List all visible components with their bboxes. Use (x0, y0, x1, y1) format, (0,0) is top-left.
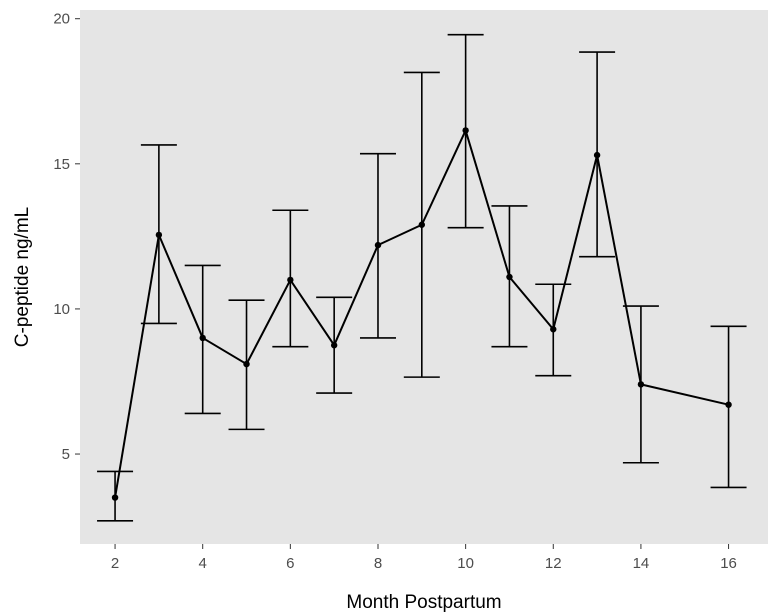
y-axis-title: C-peptide ng/mL (12, 207, 33, 347)
x-tick-label: 2 (111, 555, 119, 572)
data-point (506, 273, 513, 281)
data-point (155, 231, 163, 239)
x-tick-label: 4 (199, 555, 207, 572)
x-tick-label: 16 (720, 555, 737, 572)
data-point (374, 241, 382, 249)
y-tick-label: 10 (53, 301, 70, 318)
y-tick-label: 5 (62, 446, 70, 463)
y-tick-label: 20 (53, 11, 70, 28)
x-tick-label: 8 (374, 555, 382, 572)
x-tick-label: 14 (633, 555, 650, 572)
x-tick-label: 10 (457, 555, 474, 572)
data-point (287, 276, 294, 284)
y-tick-label: 15 (53, 156, 70, 173)
data-point (418, 221, 426, 228)
data-point (550, 326, 557, 333)
plot-panel (80, 10, 768, 544)
data-points (111, 127, 732, 501)
data-point (330, 342, 338, 349)
x-tick-label: 12 (545, 555, 562, 572)
x-axis: 2 4 6 8 10 12 14 16 (111, 544, 737, 572)
x-axis-title: Month Postpartum (346, 592, 501, 613)
data-point (593, 151, 601, 159)
data-point (462, 127, 469, 134)
data-point (111, 494, 119, 501)
data-point (199, 334, 206, 342)
data-point (637, 381, 645, 388)
data-point (725, 401, 732, 408)
y-axis: 5 10 15 20 (53, 11, 80, 463)
data-point (243, 360, 250, 368)
x-tick-label: 6 (286, 555, 294, 572)
series-line (114, 129, 729, 498)
